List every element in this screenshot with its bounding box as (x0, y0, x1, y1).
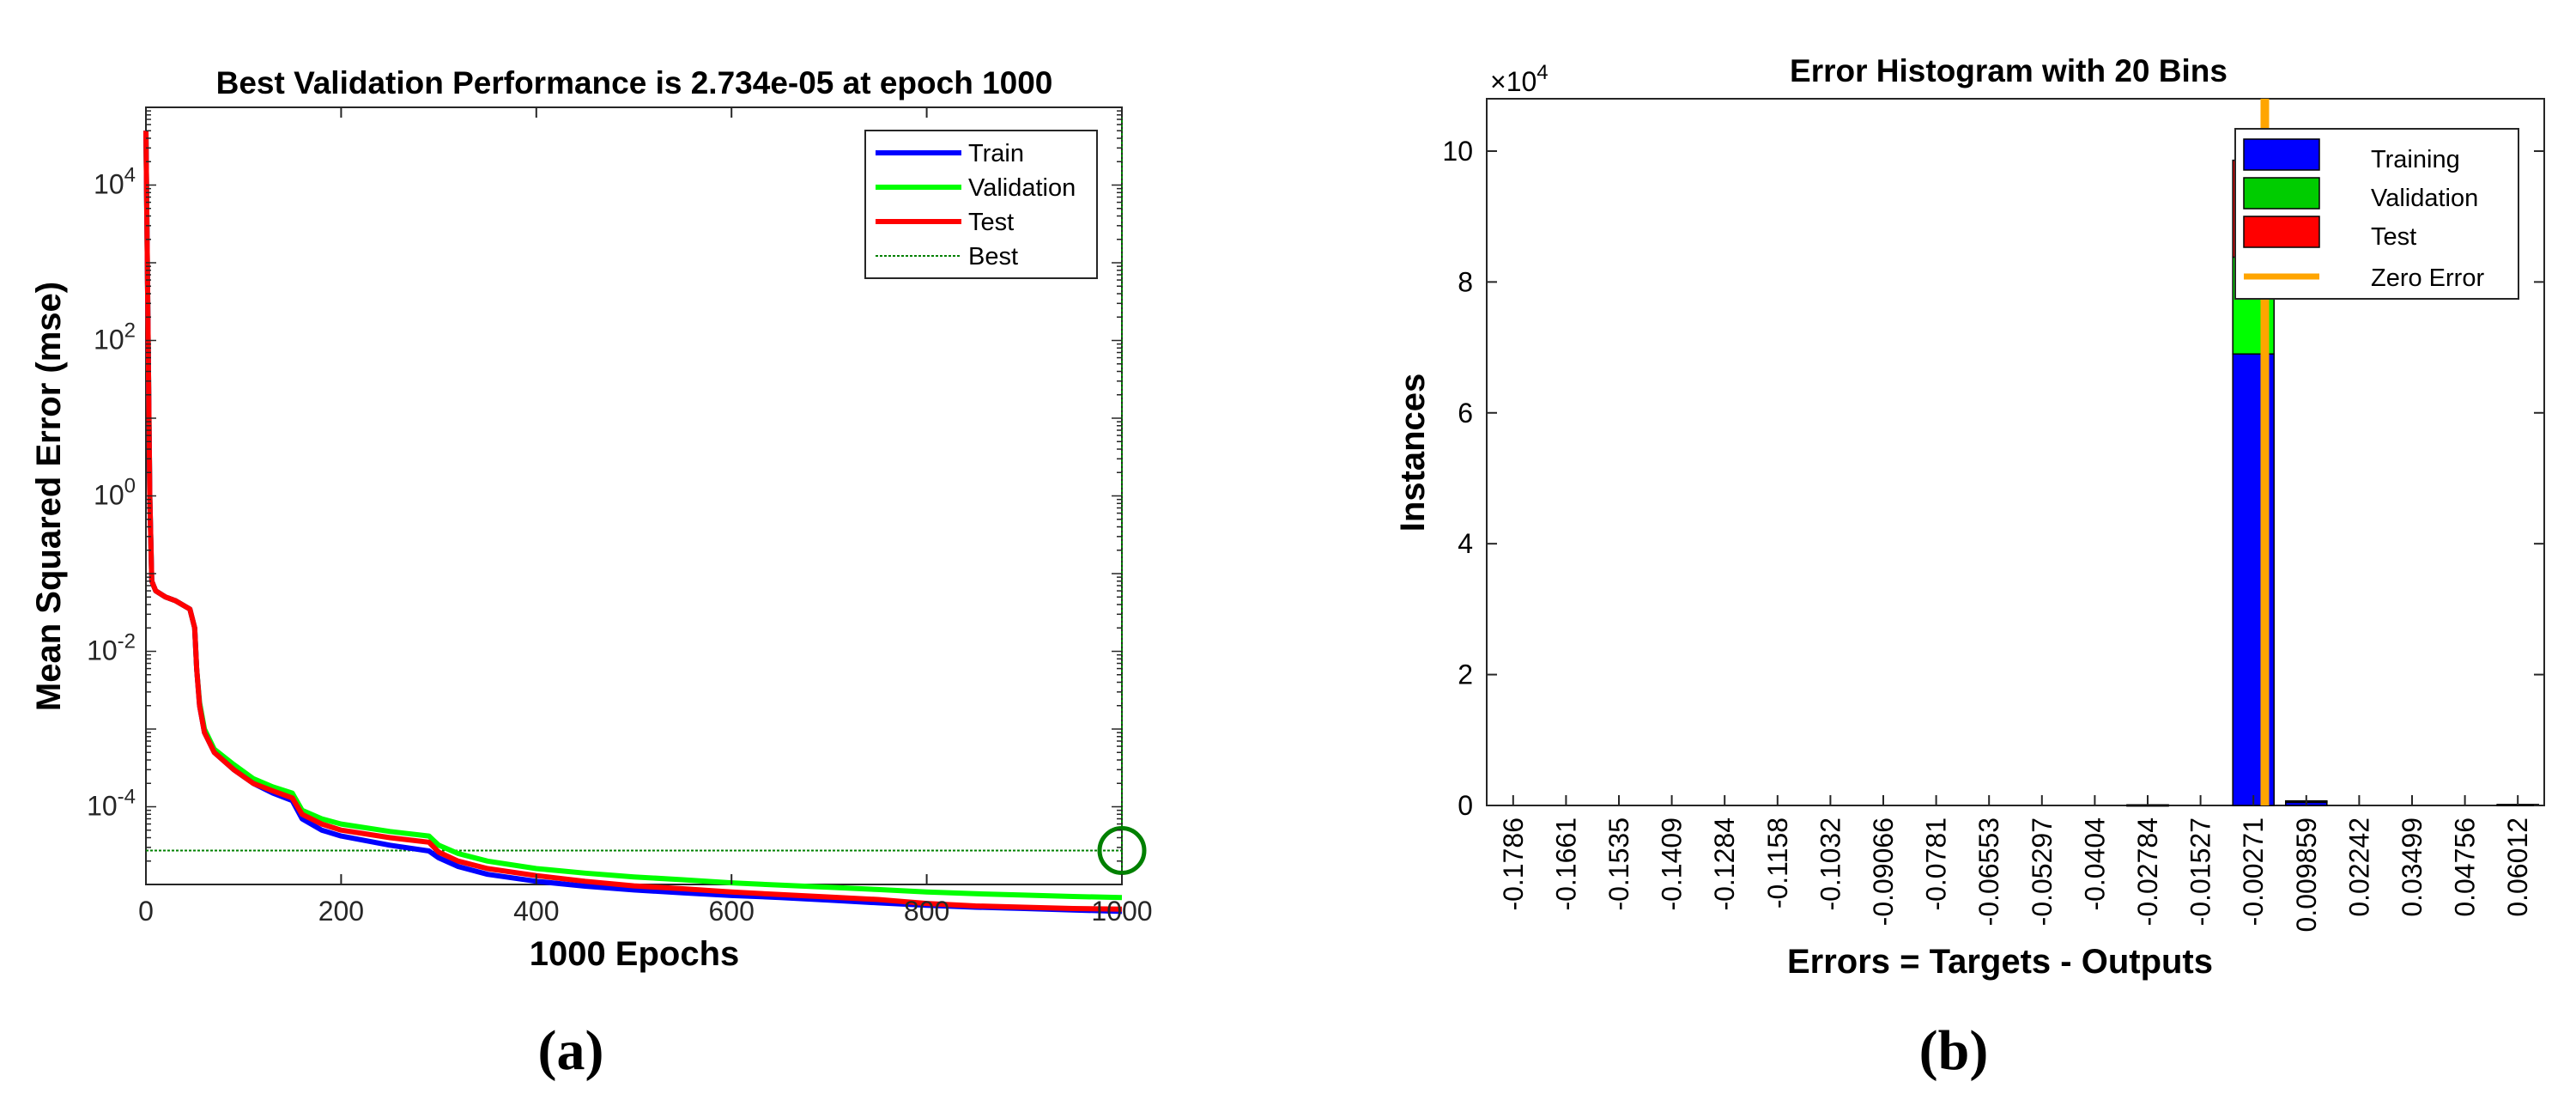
y-tick-label: 6 (1458, 398, 1473, 428)
chart-b-legend: Training Validation Test Zero Error (2234, 128, 2519, 300)
chart-a-xlabel: 1000 Epochs (530, 935, 740, 973)
chart-a-legend: Train Validation Test Best (864, 130, 1098, 279)
x-tick-label: -0.01527 (2185, 817, 2216, 926)
x-tick-label: 800 (904, 896, 949, 927)
legend-training-swatch (2243, 138, 2320, 171)
x-tick-label: 0.04756 (2450, 817, 2481, 917)
panel-b-label: (b) (1919, 1019, 1989, 1082)
y-tick-label: 0 (1458, 790, 1473, 821)
x-tick-label: 0.06012 (2502, 817, 2533, 917)
y-tick-label: 4 (1458, 528, 1473, 559)
y-tick-label: 8 (1458, 266, 1473, 297)
x-tick-label: 0.03499 (2397, 817, 2428, 917)
legend-test-label: Test (968, 209, 1014, 236)
panel-a-label: (a) (538, 1019, 604, 1082)
y-tick-label: 10-4 (87, 786, 136, 822)
x-tick-label: -0.06553 (1973, 817, 2004, 926)
x-tick-label: -0.1032 (1815, 817, 1846, 911)
best-marker (1097, 825, 1147, 875)
x-tick-label: -0.1535 (1603, 817, 1634, 911)
panel-a-performance-chart: Best Validation Performance is 2.734e-05… (30, 65, 1153, 1082)
legend-zero-error-label: Zero Error (2371, 264, 2484, 292)
x-tick-label: -0.0404 (2079, 817, 2110, 911)
y-tick-label: 10 (1442, 136, 1473, 167)
chart-b-xlabel: Errors = Targets - Outputs (1787, 943, 2213, 981)
x-tick-label: -0.02784 (2132, 817, 2163, 926)
chart-a-y-ticks: 104 102 100 10-2 10-4 (87, 106, 1122, 885)
y-tick-label: 104 (94, 164, 136, 200)
x-tick-label: -0.0781 (1921, 817, 1952, 911)
legend-test-b-label: Test (2371, 223, 2416, 251)
x-tick-label: -0.09066 (1868, 817, 1899, 926)
chart-a-title: Best Validation Performance is 2.734e-05… (216, 65, 1053, 100)
y-tick-label: 2 (1458, 659, 1473, 690)
x-tick-label: -0.1158 (1762, 817, 1793, 909)
x-tick-label: 0.009859 (2291, 817, 2322, 932)
y-tick-label: 10-2 (87, 630, 136, 666)
chart-a-ylabel: Mean Squared Error (mse) (30, 282, 68, 711)
x-tick-label: -0.05297 (2027, 817, 2058, 926)
x-tick-label: 400 (513, 896, 559, 927)
legend-validation-b-swatch (2243, 177, 2320, 210)
legend-best-label: Best (968, 243, 1018, 270)
panel-b-histogram-chart: Error Histogram with 20 Bins ×104 0 2 4 6 8 1… (1394, 53, 2545, 1082)
legend-training-label: Training (2371, 146, 2460, 173)
x-tick-label: -0.1661 (1550, 817, 1581, 911)
series-test-line (143, 131, 1123, 912)
x-tick-label: -0.1786 (1498, 817, 1529, 911)
y-tick-label: 102 (94, 319, 136, 356)
y-tick-label: 100 (94, 475, 136, 511)
chart-b-title: Error Histogram with 20 Bins (1790, 53, 2227, 88)
x-tick-label: 1000 (1091, 896, 1152, 927)
legend-validation-b-label: Validation (2371, 185, 2478, 212)
x-tick-label: 0 (138, 896, 154, 927)
x-tick-label: -0.1284 (1709, 817, 1740, 911)
legend-test-b-swatch (2243, 216, 2320, 248)
chart-b-y-ticks: 0 2 4 6 8 10 (1442, 136, 2544, 821)
chart-b-ylabel: Instances (1394, 374, 1432, 532)
x-tick-label: 200 (318, 896, 364, 927)
legend-train-label: Train (968, 140, 1024, 167)
chart-b-x-ticks: -0.1786 -0.1661 -0.1535 -0.1409 -0.1284 -0.11… (1498, 795, 2533, 932)
chart-b-multiplier: ×104 (1490, 61, 1549, 97)
x-tick-label: -0.00271 (2238, 817, 2269, 926)
legend-validation-label: Validation (968, 174, 1076, 202)
x-tick-label: 0.02242 (2343, 817, 2374, 917)
x-tick-label: -0.1409 (1657, 817, 1688, 911)
x-tick-label: 600 (709, 896, 755, 927)
chart-a-x-ticks: 0 200 400 600 800 1000 (138, 107, 1153, 927)
